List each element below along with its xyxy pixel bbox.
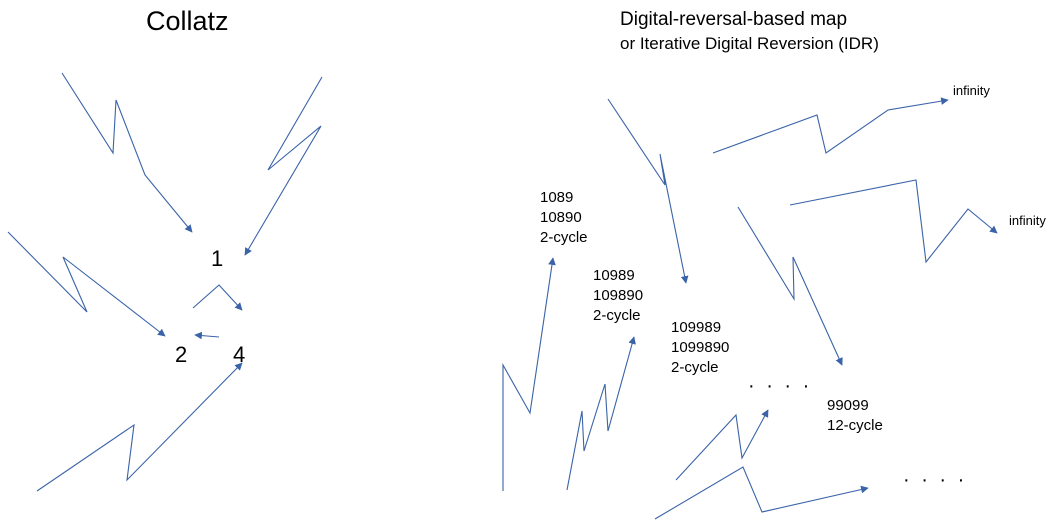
collatz-path-bottom bbox=[36, 362, 243, 492]
idr-path-1089 bbox=[502, 257, 556, 491]
collatz-path-left bbox=[7, 231, 166, 337]
node-2: 2 bbox=[175, 342, 188, 367]
idr-path-low bbox=[675, 409, 769, 481]
cycle-label-10989: 10989 109890 2-cycle bbox=[593, 267, 644, 324]
collatz-title: Collatz bbox=[146, 6, 229, 36]
idr-path-bottom bbox=[654, 466, 869, 520]
infinity-label-mid: infinity bbox=[1009, 213, 1046, 228]
idr-path-infinity-mid bbox=[789, 179, 998, 264]
idr-subtitle: or Iterative Digital Reversion (IDR) bbox=[620, 34, 879, 53]
cycle-label-1089: 1089 10890 2-cycle bbox=[540, 189, 588, 246]
collatz-arrow-1-to-4 bbox=[192, 284, 243, 311]
idr-path-10989 bbox=[566, 336, 636, 491]
node-1: 1 bbox=[211, 246, 224, 271]
ellipsis-upper: · · · · bbox=[748, 375, 813, 397]
collatz-path-top-left bbox=[61, 72, 193, 233]
node-4: 4 bbox=[233, 342, 246, 367]
cycle-label-99099: 99099 12-cycle bbox=[827, 397, 883, 434]
collatz-path-top-right bbox=[244, 76, 323, 256]
collatz-arrow-4-to-2 bbox=[194, 331, 220, 340]
ellipsis-lower: · · · · bbox=[903, 469, 968, 491]
idr-title: Digital-reversal-based map bbox=[620, 9, 848, 30]
idr-path-infinity-top bbox=[712, 97, 949, 154]
infinity-label-top: infinity bbox=[953, 83, 990, 98]
idr-path-99099 bbox=[737, 206, 843, 366]
cycle-label-109989: 109989 1099890 2-cycle bbox=[671, 319, 730, 376]
idr-path-109989 bbox=[607, 98, 689, 284]
